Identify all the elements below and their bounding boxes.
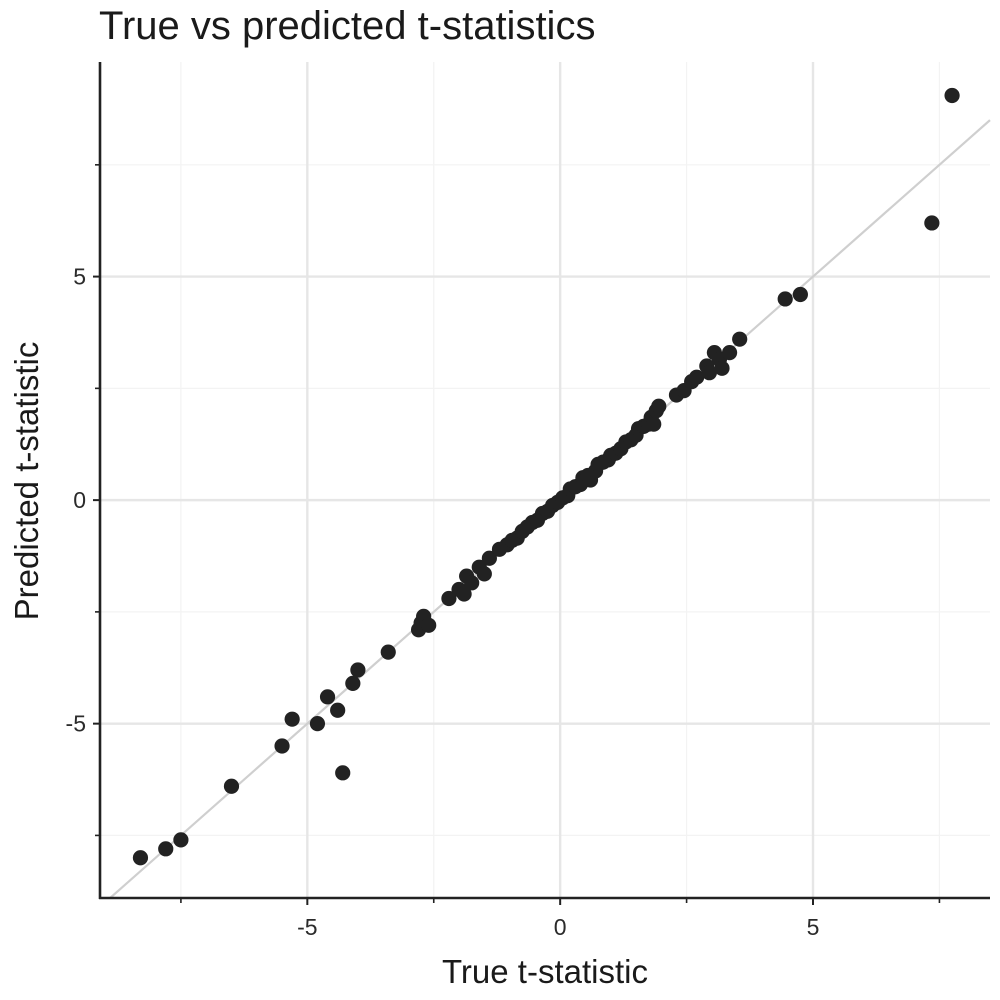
data-point — [456, 586, 472, 602]
y-tick-label: 0 — [73, 487, 86, 513]
data-point — [441, 590, 457, 607]
axes — [98, 62, 990, 900]
data-point — [350, 662, 366, 678]
data-point — [380, 644, 396, 660]
data-point — [721, 344, 738, 361]
data-point — [421, 617, 437, 633]
data-point — [924, 215, 940, 231]
data-point — [464, 575, 480, 591]
minor-grid — [100, 62, 990, 898]
x-tick-label: 0 — [554, 914, 567, 940]
data-point — [132, 850, 149, 866]
data-point — [319, 689, 336, 705]
data-point — [481, 550, 497, 566]
y-axis-title: Predicted t-statistic — [8, 342, 45, 621]
data-point — [651, 398, 667, 414]
data-point — [345, 675, 361, 692]
data-point — [158, 841, 174, 857]
x-tick-label: 5 — [807, 914, 820, 940]
data-point — [476, 566, 492, 582]
y-tick-label: -5 — [66, 711, 86, 737]
data-point — [309, 716, 326, 732]
data-point — [330, 702, 346, 718]
data-points — [132, 87, 960, 866]
y-axis-ticks: -5 0 5 — [66, 164, 100, 837]
data-point — [701, 365, 717, 381]
x-tick-label: -5 — [297, 914, 317, 940]
data-point — [274, 738, 290, 754]
data-point — [732, 331, 748, 347]
data-point — [777, 291, 793, 307]
data-point — [714, 360, 730, 376]
data-point — [689, 369, 705, 385]
data-point — [646, 416, 662, 432]
major-grid — [100, 62, 990, 898]
x-axis-ticks: -5 0 5 — [180, 898, 941, 940]
chart-title: True vs predicted t-statistics — [99, 4, 596, 48]
data-point — [223, 778, 240, 794]
y-tick-label: 5 — [73, 264, 86, 290]
data-point — [335, 765, 351, 781]
data-point — [792, 286, 808, 303]
data-point — [173, 832, 189, 848]
data-point — [284, 711, 300, 727]
data-point — [944, 87, 960, 104]
x-axis-title: True t-statistic — [442, 953, 648, 990]
